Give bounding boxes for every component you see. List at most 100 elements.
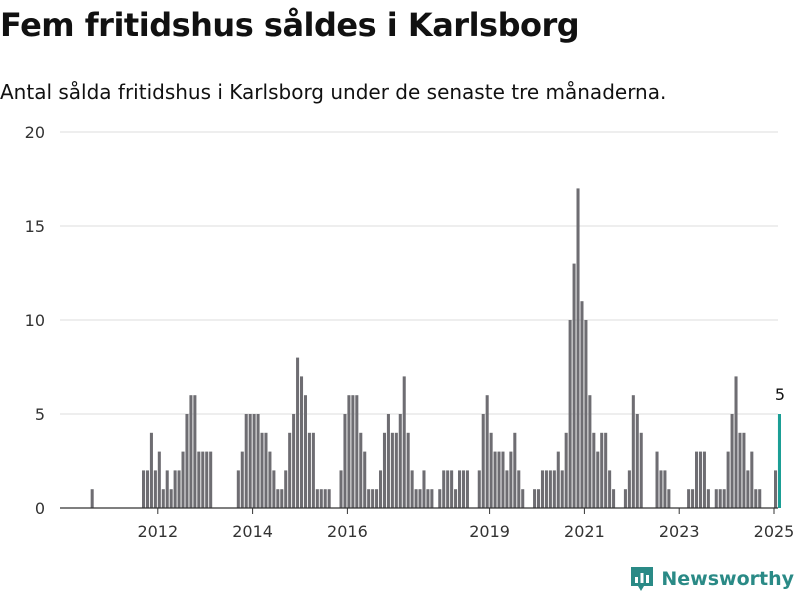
bar xyxy=(185,414,189,508)
bar xyxy=(726,451,730,508)
bar xyxy=(485,395,489,508)
bar xyxy=(659,470,663,508)
chart-subtitle: Antal sålda fritidshus i Karlsborg under… xyxy=(0,80,667,104)
bar xyxy=(438,489,442,508)
bar xyxy=(505,470,509,508)
bar xyxy=(458,470,462,508)
bar xyxy=(252,414,256,508)
bar xyxy=(493,451,497,508)
newsworthy-chart-icon xyxy=(631,567,654,591)
bar xyxy=(655,451,659,508)
bar xyxy=(418,489,422,508)
bar xyxy=(687,489,691,508)
bar xyxy=(572,263,576,508)
bar xyxy=(406,432,410,508)
bar xyxy=(288,432,292,508)
bar xyxy=(580,301,584,508)
bar xyxy=(521,489,525,508)
bar xyxy=(268,451,272,508)
bar xyxy=(311,432,315,508)
x-tick-label: 2019 xyxy=(469,522,510,541)
bar xyxy=(371,489,375,508)
bar xyxy=(509,451,513,508)
bar xyxy=(280,489,284,508)
bar xyxy=(157,451,161,508)
y-tick-label: 15 xyxy=(25,217,45,236)
bar xyxy=(552,470,556,508)
bar xyxy=(742,432,746,508)
bar xyxy=(627,470,631,508)
bar xyxy=(635,414,639,508)
bar xyxy=(303,395,307,508)
bar xyxy=(90,489,94,508)
bar xyxy=(454,489,458,508)
bar xyxy=(165,470,169,508)
bar xyxy=(754,489,758,508)
bar xyxy=(465,470,469,508)
bar xyxy=(477,470,481,508)
bar xyxy=(730,414,734,508)
bar xyxy=(145,470,149,508)
bar xyxy=(327,489,331,508)
bar xyxy=(300,376,304,508)
bar xyxy=(375,489,379,508)
bar xyxy=(201,451,205,508)
bar xyxy=(292,414,296,508)
bar xyxy=(347,395,351,508)
bar xyxy=(489,432,493,508)
bar xyxy=(544,470,548,508)
bar xyxy=(296,357,300,508)
bar xyxy=(205,451,209,508)
bar xyxy=(584,320,588,508)
bar xyxy=(355,395,359,508)
highlight-value-label: 5 xyxy=(775,385,785,404)
bar xyxy=(568,320,572,508)
y-tick-label: 10 xyxy=(25,311,45,330)
chart-title: Fem fritidshus såldes i Karlsborg xyxy=(0,6,580,44)
bar xyxy=(548,470,552,508)
bar xyxy=(173,470,177,508)
bar xyxy=(359,432,363,508)
bar xyxy=(402,376,406,508)
x-tick-label: 2012 xyxy=(137,522,178,541)
bar xyxy=(540,470,544,508)
bar xyxy=(501,451,505,508)
bar xyxy=(394,432,398,508)
bar xyxy=(398,414,402,508)
bar xyxy=(244,414,248,508)
bar xyxy=(631,395,635,508)
bar xyxy=(351,395,355,508)
bar xyxy=(667,489,671,508)
bar xyxy=(612,489,616,508)
bar xyxy=(153,470,157,508)
bar xyxy=(663,470,667,508)
bar xyxy=(236,470,240,508)
bar xyxy=(537,489,541,508)
bar xyxy=(556,451,560,508)
bar xyxy=(722,489,726,508)
y-tick-label: 5 xyxy=(35,405,45,424)
bar xyxy=(256,414,260,508)
x-tick-label: 2014 xyxy=(232,522,273,541)
x-tick-label: 2025 xyxy=(754,522,795,541)
bar xyxy=(774,470,778,508)
bar xyxy=(608,470,612,508)
bar xyxy=(533,489,537,508)
bar xyxy=(414,489,418,508)
bar xyxy=(758,489,762,508)
bar xyxy=(564,432,568,508)
bar xyxy=(240,451,244,508)
bar xyxy=(714,489,718,508)
bar xyxy=(560,470,564,508)
bar xyxy=(209,451,213,508)
bar xyxy=(315,489,319,508)
bar xyxy=(702,451,706,508)
bar xyxy=(410,470,414,508)
brand-name: Newsworthy xyxy=(661,568,794,590)
bar xyxy=(750,451,754,508)
bar xyxy=(307,432,311,508)
bar xyxy=(386,414,390,508)
bar xyxy=(746,470,750,508)
bar xyxy=(600,432,604,508)
